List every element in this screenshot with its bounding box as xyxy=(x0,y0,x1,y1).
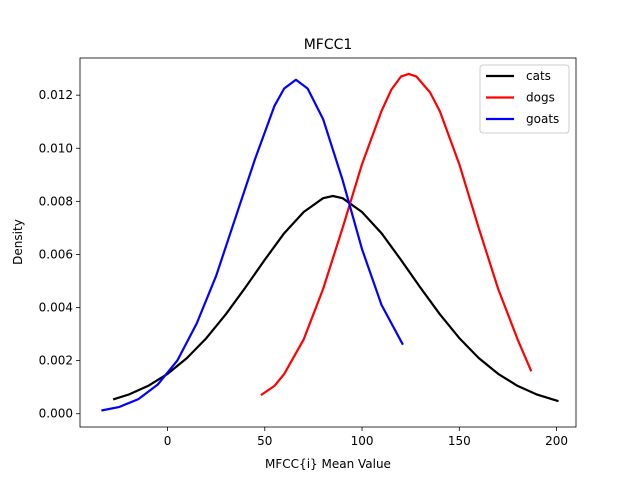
legend-label-cats: cats xyxy=(526,69,551,83)
y-axis-label: Density xyxy=(11,219,25,265)
legend-label-dogs: dogs xyxy=(526,91,555,105)
legend-label-goats: goats xyxy=(526,112,559,126)
y-tick-label: 0.004 xyxy=(39,301,73,315)
y-tick-label: 0.006 xyxy=(39,247,73,261)
series-line-goats xyxy=(101,78,404,412)
plot-frame xyxy=(79,57,577,428)
y-tick-label: 0.012 xyxy=(39,88,73,102)
y-tick-label: 0.002 xyxy=(39,354,73,368)
x-tick-label: 0 xyxy=(164,434,172,448)
x-tick-label: 150 xyxy=(448,434,471,448)
x-tick-label: 100 xyxy=(351,434,374,448)
series-line-cats xyxy=(112,194,559,403)
legend: cats dogs goats xyxy=(479,64,570,134)
series-line-dogs xyxy=(260,72,533,397)
x-axis-label: MFCC{i} Mean Value xyxy=(265,457,391,471)
x-tick-label: 50 xyxy=(257,434,272,448)
x-tick-label: 200 xyxy=(545,434,568,448)
y-axis: 0.000 0.002 0.004 0.006 0.008 0.010 0.012 xyxy=(39,88,80,421)
x-axis: 0 50 100 150 200 xyxy=(164,427,568,448)
y-tick-label: 0.008 xyxy=(39,194,73,208)
plot-area xyxy=(101,72,559,412)
y-tick-label: 0.010 xyxy=(39,141,73,155)
legend-frame xyxy=(479,64,570,134)
y-tick-label: 0.000 xyxy=(39,407,73,421)
chart-title: MFCC1 xyxy=(304,37,353,53)
